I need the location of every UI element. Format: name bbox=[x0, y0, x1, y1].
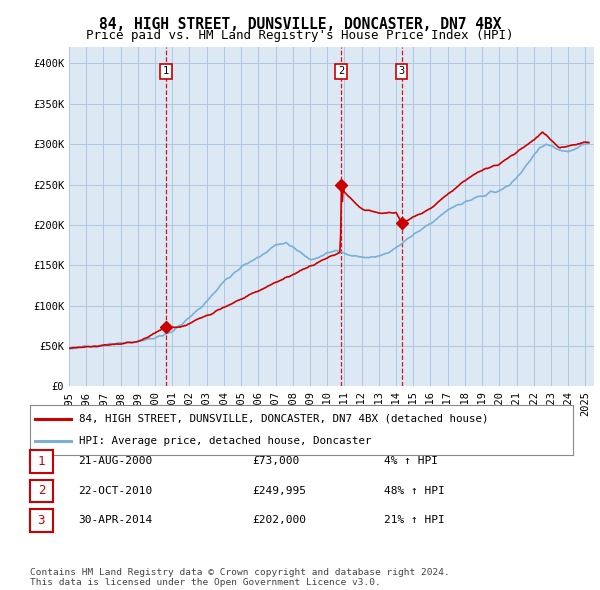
Text: 2: 2 bbox=[38, 484, 45, 497]
Text: 3: 3 bbox=[38, 514, 45, 527]
Text: 4% ↑ HPI: 4% ↑ HPI bbox=[384, 457, 438, 466]
Text: 84, HIGH STREET, DUNSVILLE, DONCASTER, DN7 4BX: 84, HIGH STREET, DUNSVILLE, DONCASTER, D… bbox=[99, 17, 501, 31]
Text: 21-AUG-2000: 21-AUG-2000 bbox=[78, 457, 152, 466]
Text: 22-OCT-2010: 22-OCT-2010 bbox=[78, 486, 152, 496]
Text: £73,000: £73,000 bbox=[252, 457, 299, 466]
Text: 84, HIGH STREET, DUNSVILLE, DONCASTER, DN7 4BX (detached house): 84, HIGH STREET, DUNSVILLE, DONCASTER, D… bbox=[79, 414, 488, 424]
Text: Price paid vs. HM Land Registry's House Price Index (HPI): Price paid vs. HM Land Registry's House … bbox=[86, 29, 514, 42]
Text: 1: 1 bbox=[38, 455, 45, 468]
Text: 3: 3 bbox=[398, 67, 405, 77]
Text: Contains HM Land Registry data © Crown copyright and database right 2024.
This d: Contains HM Land Registry data © Crown c… bbox=[30, 568, 450, 587]
Text: £202,000: £202,000 bbox=[252, 516, 306, 525]
Text: 21% ↑ HPI: 21% ↑ HPI bbox=[384, 516, 445, 525]
Text: 30-APR-2014: 30-APR-2014 bbox=[78, 516, 152, 525]
Text: £249,995: £249,995 bbox=[252, 486, 306, 496]
Text: 2: 2 bbox=[338, 67, 344, 77]
Text: 48% ↑ HPI: 48% ↑ HPI bbox=[384, 486, 445, 496]
Text: 1: 1 bbox=[163, 67, 169, 77]
Text: HPI: Average price, detached house, Doncaster: HPI: Average price, detached house, Donc… bbox=[79, 436, 371, 446]
